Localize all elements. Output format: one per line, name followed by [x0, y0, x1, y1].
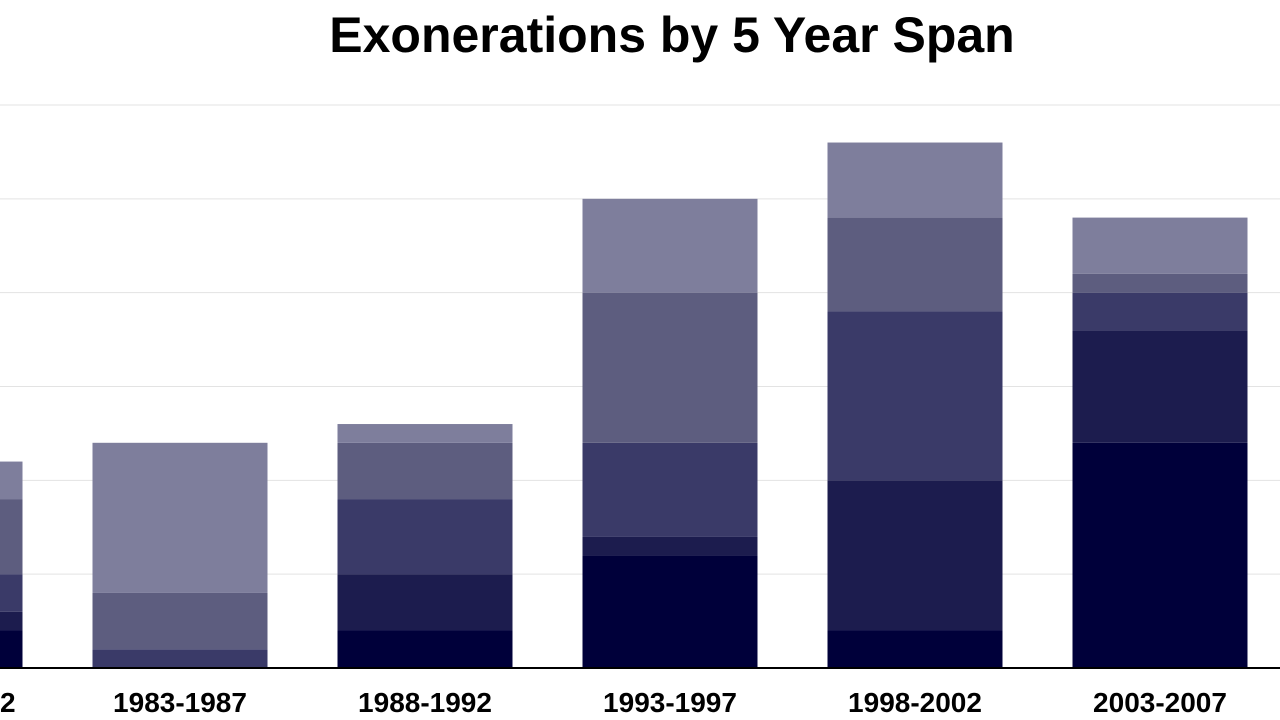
bar-segment-1993-1997-s4	[582, 292, 758, 443]
bar-segment-1988-1992-s5	[337, 424, 513, 443]
bar-segment-1988-1992-s4	[337, 442, 513, 500]
bar-segment-1978-1982-s2	[0, 611, 23, 631]
chart-title: Exonerations by 5 Year Span	[329, 7, 1015, 63]
bar-segment-1993-1997-s2	[582, 536, 758, 556]
x-tick-label: 1988-1992	[358, 687, 492, 718]
bar-segment-1988-1992-s3	[337, 499, 513, 575]
bar-segment-1983-1987-s3	[92, 649, 268, 668]
bar-segment-1983-1987-s4	[92, 592, 268, 650]
x-tick-label: 1983-1987	[113, 687, 247, 718]
bar-segment-1993-1997-s5	[582, 198, 758, 293]
bar-segment-2003-2007-s3	[1072, 292, 1248, 331]
bars	[0, 142, 1248, 668]
x-tick-label: 1998-2002	[848, 687, 982, 718]
bar-segment-1978-1982-s4	[0, 499, 23, 575]
bar-segment-1998-2002-s4	[827, 217, 1003, 312]
x-tick-label: 2	[0, 687, 16, 718]
bar-segment-1988-1992-s2	[337, 574, 513, 631]
x-tick-label: 2003-2007	[1093, 687, 1227, 718]
bar-segment-1998-2002-s3	[827, 311, 1003, 481]
bar-segment-1978-1982-s1	[0, 630, 23, 668]
bar-segment-1978-1982-s5	[0, 461, 23, 500]
bar-segment-2003-2007-s4	[1072, 273, 1248, 293]
x-tick-label: 1993-1997	[603, 687, 737, 718]
bar-segment-1988-1992-s1	[337, 630, 513, 668]
bar-segment-2003-2007-s2	[1072, 330, 1248, 443]
bar-segment-2003-2007-s5	[1072, 217, 1248, 274]
bar-segment-1993-1997-s3	[582, 442, 758, 537]
bar-segment-1998-2002-s1	[827, 630, 1003, 668]
bar-segment-1978-1982-s3	[0, 574, 23, 612]
bar-segment-1983-1987-s5	[92, 442, 268, 593]
bar-segment-1998-2002-s2	[827, 480, 1003, 631]
bar-segment-1993-1997-s1	[582, 555, 758, 668]
x-tick-labels: 2 1983-1987 1988-1992 1993-1997 1998-2002 200…	[0, 687, 1227, 718]
bar-segment-2003-2007-s1	[1072, 442, 1248, 668]
bar-segment-1998-2002-s5	[827, 142, 1003, 218]
